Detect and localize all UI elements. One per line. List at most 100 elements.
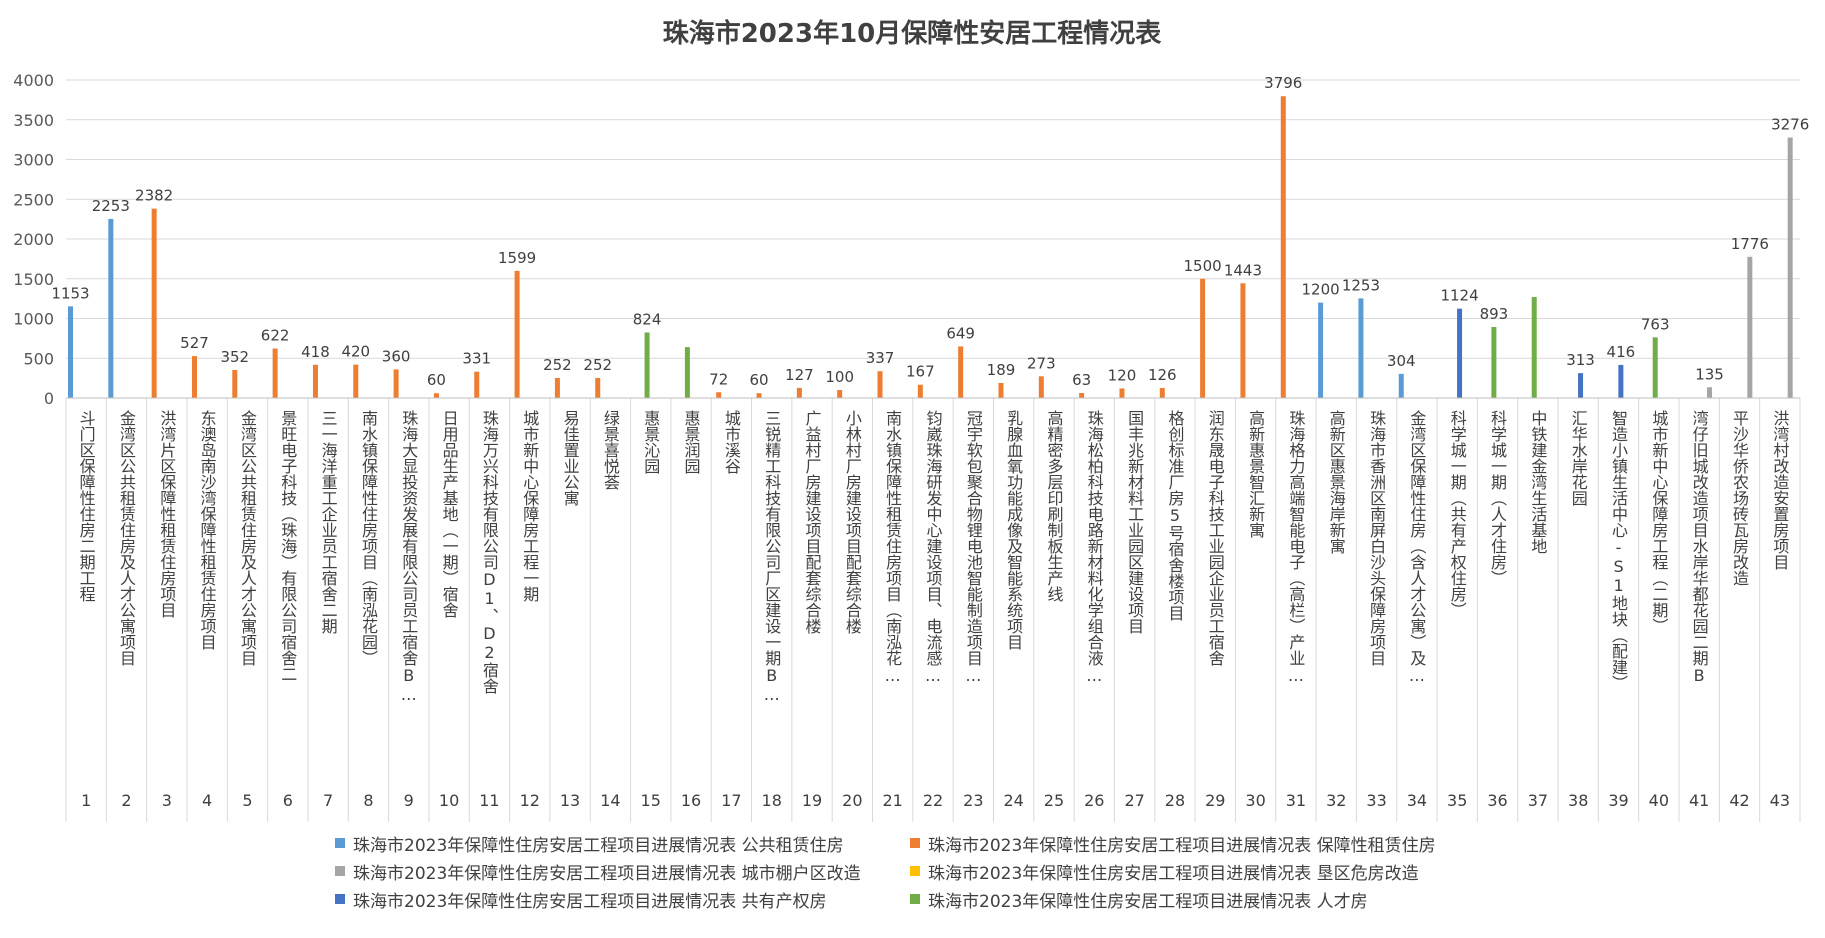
- x-category-label: 洪湾村改造安置房项目: [1770, 410, 1789, 570]
- x-category-number: 7: [323, 791, 333, 810]
- data-label: 304: [1387, 352, 1416, 370]
- x-category-number: 5: [242, 791, 252, 810]
- bar: [474, 371, 480, 398]
- bar: [1618, 364, 1624, 398]
- x-category-number: 42: [1729, 791, 1749, 810]
- data-label: 72: [709, 370, 728, 388]
- x-category-number: 23: [963, 791, 983, 810]
- y-tick-label: 4000: [13, 71, 54, 90]
- x-category-label: 绿景喜悦荟: [601, 410, 620, 490]
- x-category-label: 汇华水岸花园: [1569, 410, 1588, 506]
- x-category-label: 科学城一期（人才住房）: [1488, 410, 1507, 586]
- x-category-number: 2: [121, 791, 131, 810]
- legend-swatch: [910, 866, 920, 876]
- x-category-number: 20: [842, 791, 862, 810]
- bar: [595, 377, 601, 398]
- x-category-label: 南水镇保障性住房项目（南泓花园）: [359, 410, 378, 666]
- x-category-label: 南水镇保障性租赁住房项目（南泓花…: [883, 410, 902, 685]
- data-label: 135: [1695, 365, 1724, 383]
- data-label: 100: [825, 368, 854, 386]
- y-tick-label: 2000: [13, 230, 54, 249]
- bar: [1491, 327, 1497, 398]
- x-category-number: 37: [1528, 791, 1548, 810]
- bar: [1747, 256, 1753, 398]
- bar: [1038, 376, 1044, 398]
- data-label: 1153: [51, 284, 89, 302]
- data-label: 331: [462, 350, 491, 368]
- legend-label: 珠海市2023年保障性住房安居工程项目进展情况表 共有产权房: [353, 891, 827, 912]
- legend-item: 珠海市2023年保障性住房安居工程项目进展情况表 城市棚户区改造: [335, 860, 910, 884]
- legend-item: 珠海市2023年保障性住房安居工程项目进展情况表 共有产权房: [335, 888, 910, 912]
- legend-swatch: [910, 838, 920, 848]
- bar: [1707, 387, 1713, 398]
- legend-swatch: [335, 838, 345, 848]
- bar: [1159, 387, 1165, 398]
- legend-label: 珠海市2023年保障性住房安居工程项目进展情况表 人才房: [928, 891, 1368, 912]
- x-category-label: 惠景润园: [682, 410, 701, 474]
- bar: [1578, 373, 1584, 398]
- x-category-label: 润东晟电子科技工业园企业员工宿舍: [1206, 410, 1225, 666]
- bar: [1358, 298, 1364, 398]
- x-category-label: 湾仔旧城改造项目水岸华都花园二期B: [1690, 410, 1709, 685]
- data-label: 1500: [1184, 257, 1222, 275]
- data-label: 252: [583, 356, 612, 374]
- data-label: 622: [261, 327, 290, 345]
- legend-label: 珠海市2023年保障性住房安居工程项目进展情况表 垦区危房改造: [928, 863, 1419, 884]
- x-category-label: 高新惠景智汇新寓: [1246, 410, 1265, 538]
- x-category-label: 珠海大显投资发展有限公司员工宿舍B…: [399, 410, 418, 704]
- x-category-label: 冠宇软包聚合物锂电池智能制造项目…: [964, 410, 983, 685]
- x-category-number: 43: [1770, 791, 1790, 810]
- bar: [1531, 297, 1537, 398]
- data-label: 418: [301, 343, 330, 361]
- bar: [644, 332, 650, 398]
- x-category-label: 惠景沁园: [641, 410, 660, 474]
- data-label: 352: [220, 348, 249, 366]
- x-category-label: 中铁建金湾生活基地: [1528, 410, 1547, 554]
- x-category-number: 24: [1003, 791, 1023, 810]
- data-label: 1200: [1301, 281, 1339, 299]
- bar: [393, 369, 399, 398]
- data-label: 3276: [1771, 116, 1809, 134]
- chart-title: 珠海市2023年10月保障性安居工程情况表: [663, 18, 1163, 49]
- legend-label: 珠海市2023年保障性住房安居工程项目进展情况表 保障性租赁住房: [928, 835, 1436, 856]
- data-label: 167: [906, 363, 935, 381]
- bar: [716, 392, 722, 398]
- data-label: 2253: [92, 197, 130, 215]
- y-tick-label: 1000: [13, 310, 54, 329]
- bar: [917, 384, 923, 398]
- x-category-label: 国丰兆新材料工业园区建设项目: [1125, 410, 1144, 634]
- bar: [1787, 137, 1793, 399]
- data-label: 337: [866, 349, 895, 367]
- bar: [151, 208, 157, 398]
- x-category-label: 易佳置业公寓: [561, 410, 580, 506]
- x-category-label: 金湾区公共租赁住房及人才公寓项目: [238, 410, 257, 666]
- legend-item: 珠海市2023年保障性住房安居工程项目进展情况表 保障性租赁住房: [910, 832, 1485, 856]
- y-tick-label: 3000: [13, 151, 54, 170]
- x-category-number: 34: [1407, 791, 1427, 810]
- x-category-number: 12: [520, 791, 540, 810]
- bar: [877, 371, 883, 398]
- bar: [554, 377, 560, 398]
- legend-label: 珠海市2023年保障性住房安居工程项目进展情况表 公共租赁住房: [353, 835, 844, 856]
- x-category-label: 城市溪谷: [722, 410, 741, 474]
- x-category-label: 洪湾片区保障性租赁住房项目: [157, 410, 176, 618]
- x-category-label: 高新区惠景海岸新寓: [1327, 410, 1346, 554]
- x-category-number: 27: [1124, 791, 1144, 810]
- x-category-label: 珠海格力高端智能电子（高栏）产业…: [1286, 410, 1305, 685]
- x-category-number: 41: [1689, 791, 1709, 810]
- y-tick-label: 3500: [13, 111, 54, 130]
- x-category-label: 金湾区保障性住房（含人才公寓）及…: [1407, 410, 1426, 685]
- data-label: 763: [1641, 315, 1670, 333]
- data-label: 416: [1607, 343, 1636, 361]
- y-axis: 0 500 1000 1500 2000 2500 3000 3500 4000: [13, 71, 54, 408]
- x-category-label: 智造小镇生活中心-S1地块（配建）: [1609, 410, 1628, 691]
- x-category-label: 格创标准厂房5号宿舍楼项目: [1165, 410, 1184, 621]
- x-category-label: 珠海市香洲区南屏白沙头保障房项目: [1367, 410, 1386, 666]
- x-category-number: 14: [600, 791, 620, 810]
- bar: [312, 364, 318, 398]
- bar: [433, 393, 439, 398]
- x-category-number: 38: [1568, 791, 1588, 810]
- legend: 珠海市2023年保障性住房安居工程项目进展情况表 公共租赁住房 珠海市2023年保…: [335, 832, 1515, 912]
